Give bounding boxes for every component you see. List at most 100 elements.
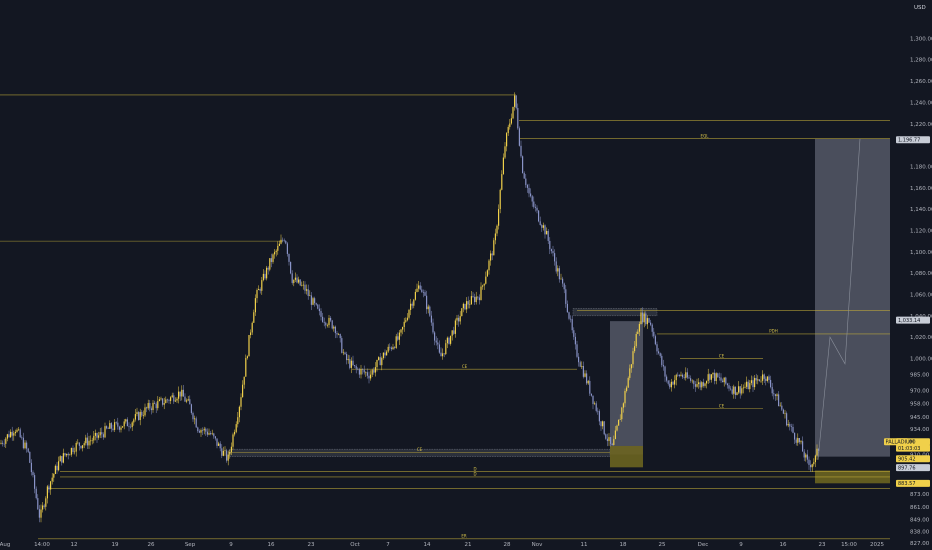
time-tick-label: Aug xyxy=(0,542,10,548)
candle-body xyxy=(450,335,452,344)
candle-body xyxy=(245,358,247,377)
candle-body xyxy=(435,340,437,343)
level-label: CE xyxy=(719,353,725,358)
candle-body xyxy=(301,285,303,286)
candle-body xyxy=(344,352,346,354)
candle-body xyxy=(402,326,404,330)
price-tag xyxy=(896,136,930,144)
price-tick-label: 1,140.00 xyxy=(910,207,932,213)
candle-body xyxy=(368,375,370,379)
candle-body xyxy=(438,344,440,353)
candle-body xyxy=(690,378,692,381)
candle-body xyxy=(453,330,455,334)
candle-body xyxy=(464,303,466,310)
candle-body xyxy=(62,453,64,463)
time-axis[interactable]: Aug 14:00 12 19 26 Sep 9 16 23 Oct 7 14 21 28 Nov 11 18 2… xyxy=(0,542,884,548)
candle-body xyxy=(334,326,336,334)
candle-body xyxy=(398,332,400,340)
price-tick-label: 934.00 xyxy=(910,427,930,433)
price-tick-label: 873.00 xyxy=(910,492,930,498)
candle-body xyxy=(499,189,501,210)
candle-body xyxy=(322,316,324,322)
candle-body xyxy=(416,288,418,292)
candle-body xyxy=(315,303,317,305)
candle-body xyxy=(328,317,330,326)
price-tick-label: 1,160.00 xyxy=(910,186,932,192)
candle-body xyxy=(123,421,125,427)
candle-body xyxy=(171,395,173,398)
candle-body xyxy=(739,386,741,394)
candle-body xyxy=(131,422,133,428)
candle-body xyxy=(635,333,637,347)
candle-body xyxy=(522,156,524,174)
candle-body xyxy=(370,374,372,379)
candle-body xyxy=(371,370,373,375)
candle-body xyxy=(395,336,397,348)
candle-body xyxy=(770,379,772,388)
price-tick-label: 970.00 xyxy=(910,388,930,394)
candle-body xyxy=(59,456,61,462)
candle-body xyxy=(406,317,408,321)
range-box xyxy=(228,448,611,457)
price-tick-label: 1,020.00 xyxy=(910,335,932,341)
candle-body xyxy=(195,418,197,428)
candle-body xyxy=(458,317,460,322)
price-tag xyxy=(896,316,930,324)
candle-body xyxy=(598,411,600,422)
candle-body xyxy=(763,374,765,379)
candle-body xyxy=(778,394,780,407)
candle-body xyxy=(147,403,149,409)
price-tick-label: 1,300.00 xyxy=(910,36,932,42)
candle-body xyxy=(144,407,146,416)
candle-body xyxy=(707,374,709,382)
candle-body xyxy=(304,284,306,291)
candle-body xyxy=(259,289,261,291)
candle-body xyxy=(514,95,516,107)
level-label: EQL xyxy=(701,134,710,139)
candle-body xyxy=(221,448,223,456)
candle-body xyxy=(494,233,496,241)
candle-body xyxy=(818,448,820,451)
candle-body xyxy=(603,421,605,435)
candle-body xyxy=(659,353,661,356)
candle-body xyxy=(493,240,495,256)
candle-body xyxy=(42,505,44,510)
instrument-tag-label: PALLADIUM xyxy=(886,440,915,446)
candle-body xyxy=(789,424,791,427)
candle-body xyxy=(795,439,797,443)
candle-body xyxy=(784,413,786,414)
candle-body xyxy=(306,289,308,291)
candle-body xyxy=(709,374,711,380)
candle-body xyxy=(14,431,16,434)
candle-body xyxy=(507,126,509,134)
candle-body xyxy=(366,372,368,376)
candle-body xyxy=(224,450,226,452)
candle-body xyxy=(139,411,141,421)
candle-body xyxy=(670,381,672,388)
candle-body xyxy=(280,239,282,244)
candle-body xyxy=(597,410,599,412)
candle-body xyxy=(78,442,80,446)
candle-body xyxy=(70,447,72,455)
candle-body xyxy=(510,118,512,124)
candle-body xyxy=(88,440,90,446)
candle-body xyxy=(488,260,490,271)
candle-body xyxy=(45,498,47,507)
candle-body xyxy=(542,225,544,228)
candle-body xyxy=(648,318,650,323)
candle-body xyxy=(267,267,269,270)
candle-body xyxy=(486,270,488,277)
candle-body xyxy=(94,432,96,436)
candle-body xyxy=(381,358,383,366)
candle-body xyxy=(298,279,300,283)
candle-body xyxy=(30,462,32,473)
price-tag-label: 897.76 xyxy=(898,465,916,471)
candle-body xyxy=(482,285,484,287)
candle-body xyxy=(445,343,447,355)
candle-body xyxy=(613,439,615,445)
candle-body xyxy=(421,289,423,293)
candle-body xyxy=(786,413,788,426)
candle-body xyxy=(192,412,194,420)
candle-body xyxy=(8,434,10,438)
